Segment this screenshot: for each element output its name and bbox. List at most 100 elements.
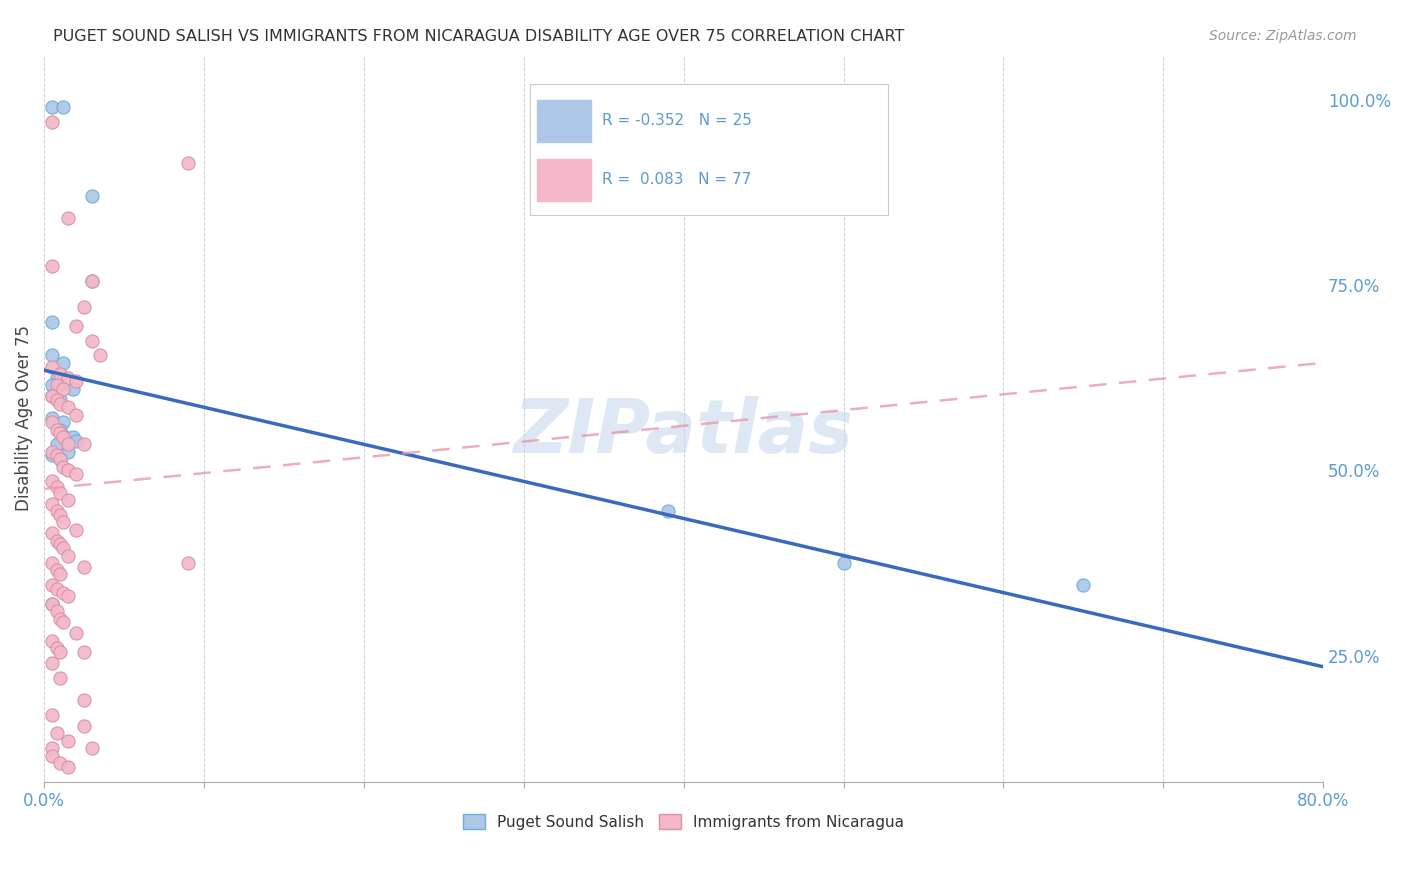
Point <box>49 396 72 410</box>
Point <box>41 633 63 648</box>
Point <box>56 370 79 384</box>
Point <box>73 300 96 314</box>
Point <box>49 508 72 522</box>
Point <box>56 590 79 604</box>
Point <box>52 430 75 444</box>
Point <box>56 760 79 774</box>
Point <box>65 467 87 481</box>
Point <box>41 707 63 722</box>
Point <box>52 515 75 529</box>
Point <box>80 189 103 203</box>
Point <box>45 604 67 618</box>
Point <box>41 359 63 374</box>
Point <box>89 348 111 362</box>
Point <box>41 260 63 274</box>
Point <box>49 378 72 392</box>
Point <box>45 582 67 596</box>
Legend: Puget Sound Salish, Immigrants from Nicaragua: Puget Sound Salish, Immigrants from Nica… <box>457 808 910 836</box>
Point <box>49 537 72 551</box>
Point <box>52 382 75 396</box>
Point <box>41 556 63 570</box>
Point <box>49 426 72 441</box>
Point <box>1071 578 1094 592</box>
Point <box>45 533 67 548</box>
Point <box>49 756 72 771</box>
Text: PUGET SOUND SALISH VS IMMIGRANTS FROM NICARAGUA DISABILITY AGE OVER 75 CORRELATI: PUGET SOUND SALISH VS IMMIGRANTS FROM NI… <box>53 29 905 44</box>
Point <box>177 155 200 169</box>
Point <box>80 334 103 348</box>
Point <box>49 485 72 500</box>
Point <box>657 504 679 518</box>
Point <box>45 437 67 451</box>
Point <box>65 408 87 422</box>
Point <box>41 411 63 425</box>
Point <box>52 615 75 630</box>
Point <box>41 597 63 611</box>
Point <box>56 401 79 415</box>
Point <box>56 463 79 477</box>
Point <box>73 693 96 707</box>
Point <box>45 449 67 463</box>
Point <box>62 382 84 396</box>
Point <box>41 389 63 403</box>
Point <box>65 626 87 640</box>
Point <box>52 356 75 370</box>
Point <box>49 423 72 437</box>
Point <box>41 656 63 670</box>
Point <box>45 392 67 407</box>
Point <box>56 437 79 451</box>
Point <box>41 444 63 458</box>
Point <box>56 734 79 748</box>
Point <box>56 444 79 458</box>
Point <box>49 452 72 467</box>
Point <box>41 348 63 362</box>
Point <box>49 392 72 407</box>
Point <box>49 671 72 685</box>
Point <box>45 641 67 656</box>
Text: ZIPatlas: ZIPatlas <box>513 396 853 469</box>
Point <box>45 423 67 437</box>
Point <box>56 492 79 507</box>
Point <box>41 497 63 511</box>
Point <box>49 367 72 381</box>
Point <box>65 523 87 537</box>
Point <box>52 541 75 556</box>
Point <box>80 274 103 288</box>
Point <box>45 726 67 740</box>
Point <box>49 645 72 659</box>
Y-axis label: Disability Age Over 75: Disability Age Over 75 <box>15 326 32 511</box>
Point <box>45 480 67 494</box>
Point <box>49 452 72 467</box>
Point <box>80 274 103 288</box>
Point <box>41 389 63 403</box>
Point <box>62 430 84 444</box>
Point <box>41 378 63 392</box>
Point <box>52 585 75 599</box>
Point <box>65 318 87 333</box>
Point <box>41 115 63 129</box>
Point <box>41 526 63 541</box>
Point <box>49 567 72 582</box>
Point <box>41 449 63 463</box>
Point <box>56 549 79 563</box>
Point <box>73 645 96 659</box>
Point <box>45 370 67 384</box>
Point <box>41 748 63 763</box>
Text: Source: ZipAtlas.com: Source: ZipAtlas.com <box>1209 29 1357 43</box>
Point <box>41 100 63 114</box>
Point <box>80 741 103 756</box>
Point <box>41 578 63 592</box>
Point <box>41 741 63 756</box>
Point <box>53 430 76 444</box>
Point <box>52 459 75 474</box>
Point <box>56 211 79 226</box>
Point <box>65 434 87 448</box>
Point <box>45 563 67 577</box>
Point <box>41 597 63 611</box>
Point <box>52 100 75 114</box>
Point <box>49 611 72 625</box>
Point <box>41 315 63 329</box>
Point <box>73 437 96 451</box>
Point <box>52 415 75 429</box>
Point <box>41 415 63 429</box>
